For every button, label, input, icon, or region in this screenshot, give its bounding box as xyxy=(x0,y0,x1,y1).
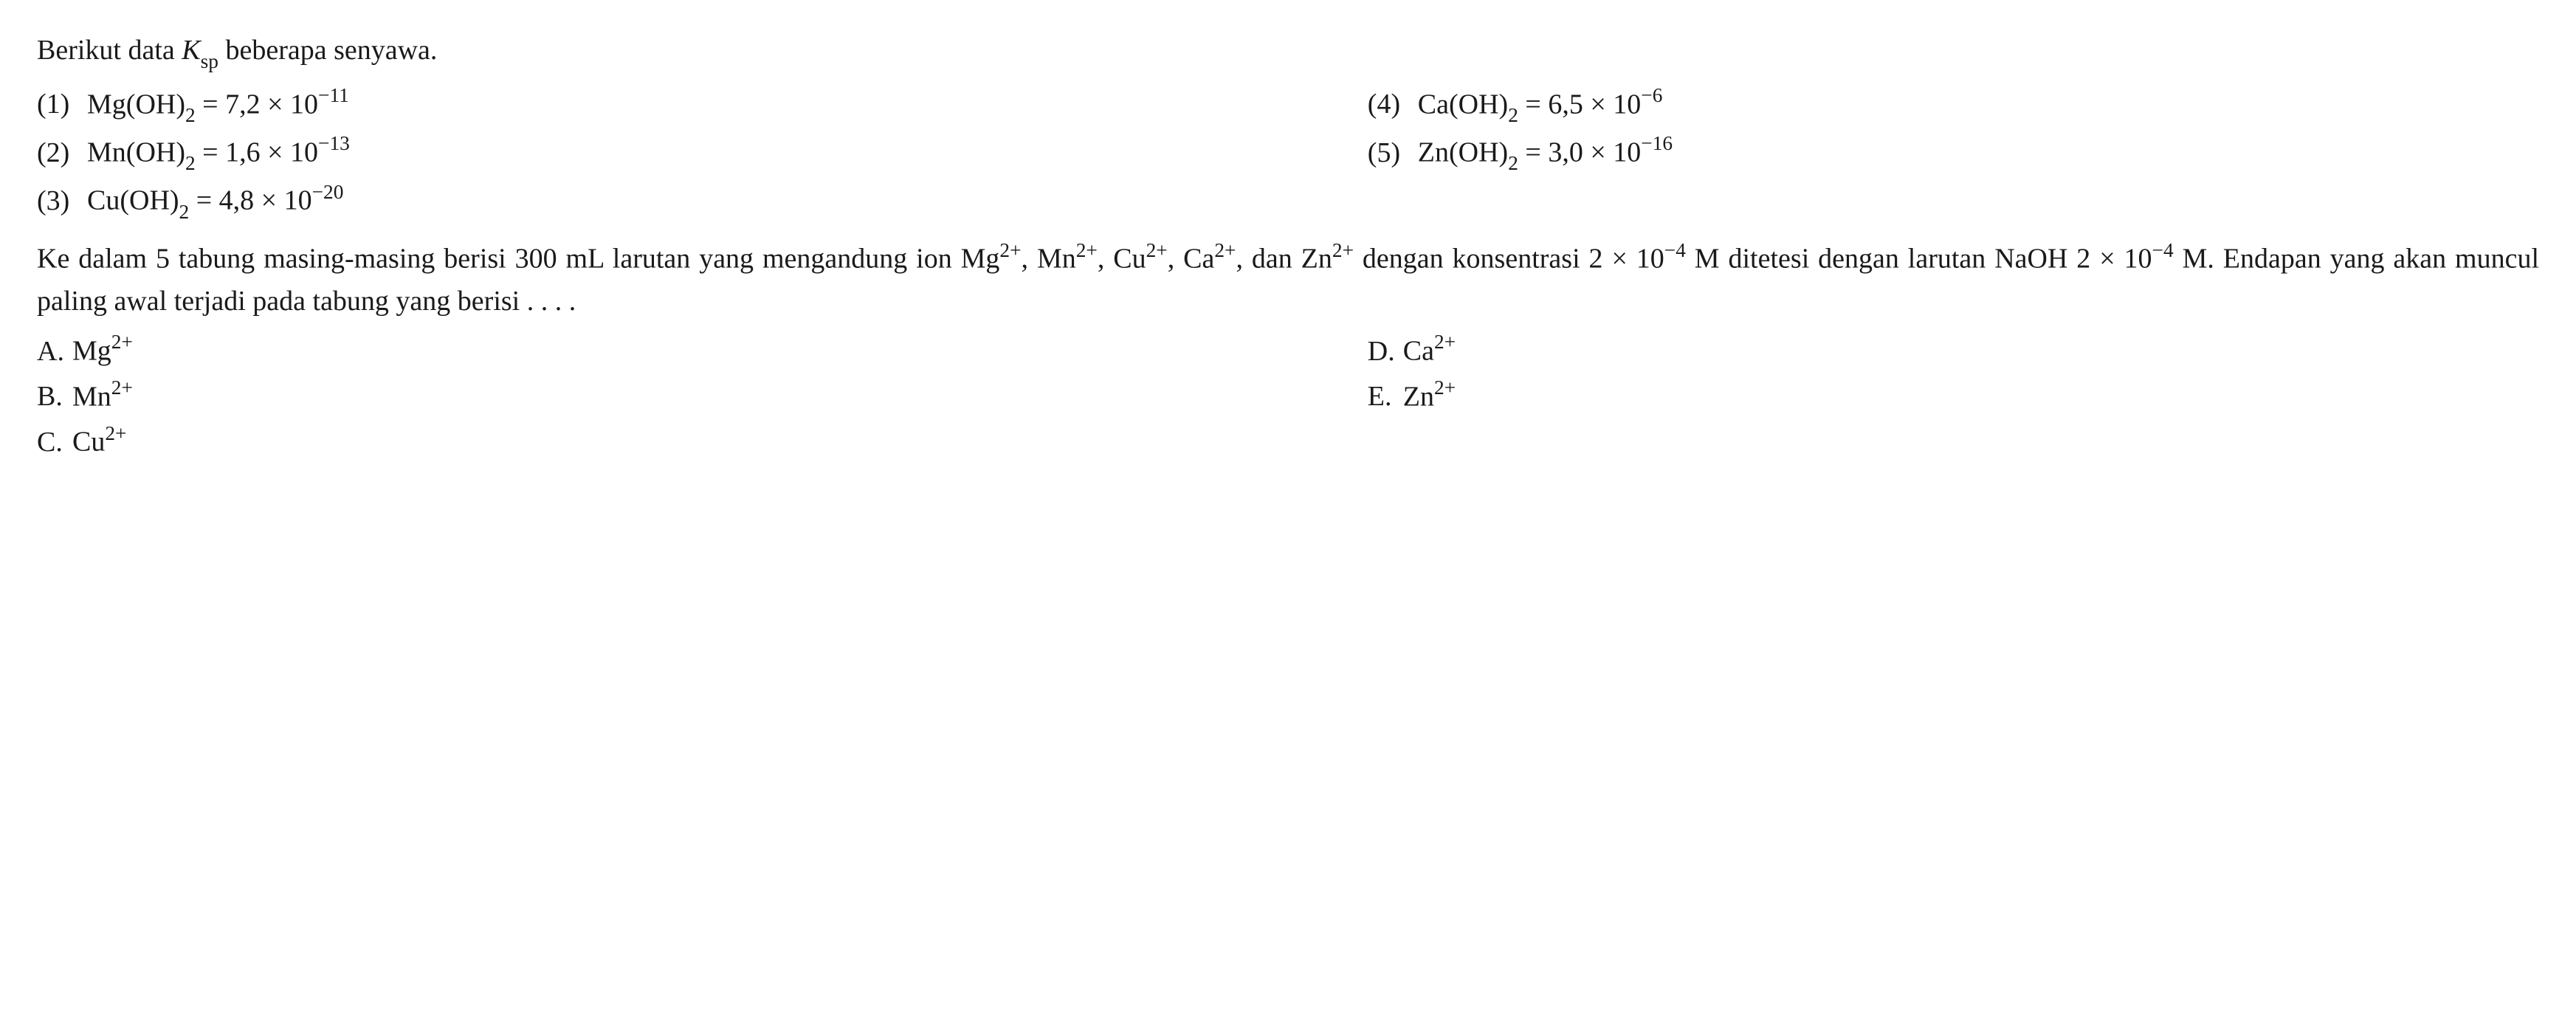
compound-sub: 2 xyxy=(185,152,196,174)
intro-line: Berikut data Ksp beberapa senyawa. xyxy=(37,30,2539,75)
item-number: (4) xyxy=(1368,83,1411,125)
question-body: Ke dalam 5 tabung masing-masing berisi 3… xyxy=(37,236,2539,323)
option-base: Cu xyxy=(72,427,105,458)
exponent: −16 xyxy=(1641,132,1673,154)
equals-value: = 3,0 × 10 xyxy=(1518,137,1641,168)
option-base: Zn xyxy=(1403,381,1434,412)
exponent: −20 xyxy=(312,181,344,203)
exponent: −11 xyxy=(318,84,349,106)
exponent: −6 xyxy=(1641,84,1662,106)
ksp-item-4: (4)Ca(OH)2 = 6,5 × 10−6 xyxy=(1368,82,2539,128)
body-text: , dan Zn xyxy=(1236,244,1332,275)
ion-charge: 2+ xyxy=(111,376,133,399)
ksp-list-right: (4)Ca(OH)2 = 6,5 × 10−6 (5)Zn(OH)2 = 3,0… xyxy=(1368,80,2539,227)
ksp-item-1: (1)Mg(OH)2 = 7,2 × 10−11 xyxy=(37,82,1338,128)
option-label: A. xyxy=(37,331,72,373)
option-label: C. xyxy=(37,421,72,464)
compound: Ca(OH) xyxy=(1418,89,1508,120)
compound: Mn(OH) xyxy=(87,137,185,168)
option-d[interactable]: D.Ca2+ xyxy=(1368,328,2539,373)
body-text: M ditetesi dengan larutan NaOH 2 × 10 xyxy=(1686,244,2152,275)
body-text: , Mn xyxy=(1022,244,1076,275)
body-text: , Cu xyxy=(1098,244,1146,275)
ion-charge: 2+ xyxy=(1076,239,1098,261)
option-label: E. xyxy=(1368,376,1403,418)
ksp-list-left: (1)Mg(OH)2 = 7,2 × 10−11 (2)Mn(OH)2 = 1,… xyxy=(37,80,1338,227)
option-e[interactable]: E.Zn2+ xyxy=(1368,374,2539,419)
body-text: Ke dalam 5 tabung masing-masing berisi 3… xyxy=(37,244,999,275)
ion-charge: 2+ xyxy=(999,239,1021,261)
ksp-list: (1)Mg(OH)2 = 7,2 × 10−11 (2)Mn(OH)2 = 1,… xyxy=(37,80,2539,227)
equals-value: = 6,5 × 10 xyxy=(1518,89,1641,120)
compound: Mg(OH) xyxy=(87,89,185,120)
option-base: Mn xyxy=(72,381,111,412)
exponent: −13 xyxy=(318,132,350,154)
equals-value: = 1,6 × 10 xyxy=(196,137,318,168)
ksp-k: K xyxy=(182,35,200,66)
ion-charge: 2+ xyxy=(1146,239,1168,261)
body-text: , Ca xyxy=(1168,244,1215,275)
compound-sub: 2 xyxy=(1508,104,1518,126)
option-base: Ca xyxy=(1403,336,1434,367)
exponent: −4 xyxy=(1664,239,1686,261)
item-number: (5) xyxy=(1368,132,1411,174)
item-number: (3) xyxy=(37,180,80,222)
intro-suffix: beberapa senyawa. xyxy=(218,35,437,66)
ksp-item-2: (2)Mn(OH)2 = 1,6 × 10−13 xyxy=(37,130,1338,176)
ion-charge: 2+ xyxy=(1434,331,1456,353)
equals-value: = 7,2 × 10 xyxy=(196,89,318,120)
answer-options: A.Mg2+ B.Mn2+ C.Cu2+ D.Ca2+ E.Zn2+ xyxy=(37,327,2539,465)
exponent: −4 xyxy=(2152,239,2174,261)
item-number: (2) xyxy=(37,132,80,174)
ksp-item-3: (3)Cu(OH)2 = 4,8 × 10−20 xyxy=(37,178,1338,224)
option-label: B. xyxy=(37,376,72,418)
option-base: Mg xyxy=(72,336,111,367)
ksp-sub: sp xyxy=(201,50,218,72)
question-container: Berikut data Ksp beberapa senyawa. (1)Mg… xyxy=(37,30,2539,465)
equals-value: = 4,8 × 10 xyxy=(189,185,311,216)
item-number: (1) xyxy=(37,83,80,125)
option-c[interactable]: C.Cu2+ xyxy=(37,419,1338,464)
compound-sub: 2 xyxy=(179,201,190,223)
ion-charge: 2+ xyxy=(111,331,133,353)
option-label: D. xyxy=(1368,331,1403,373)
compound-sub: 2 xyxy=(185,104,196,126)
ion-charge: 2+ xyxy=(1434,376,1456,399)
body-text: dengan konsentrasi 2 × 10 xyxy=(1354,244,1664,275)
ksp-item-5: (5)Zn(OH)2 = 3,0 × 10−16 xyxy=(1368,130,2539,176)
ion-charge: 2+ xyxy=(1214,239,1236,261)
option-a[interactable]: A.Mg2+ xyxy=(37,328,1338,373)
options-left: A.Mg2+ B.Mn2+ C.Cu2+ xyxy=(37,327,1338,465)
compound: Zn(OH) xyxy=(1418,137,1508,168)
ion-charge: 2+ xyxy=(105,422,126,444)
intro-prefix: Berikut data xyxy=(37,35,182,66)
compound: Cu(OH) xyxy=(87,185,179,216)
compound-sub: 2 xyxy=(1508,152,1518,174)
ion-charge: 2+ xyxy=(1332,239,1354,261)
options-right: D.Ca2+ E.Zn2+ xyxy=(1368,327,2539,465)
option-b[interactable]: B.Mn2+ xyxy=(37,374,1338,419)
